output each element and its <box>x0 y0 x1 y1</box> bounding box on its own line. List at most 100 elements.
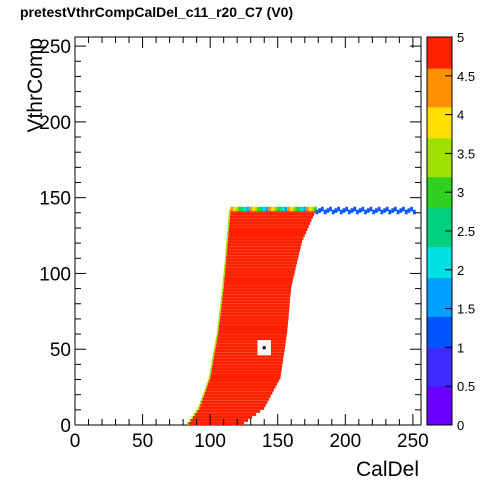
heatmap-plateau-cell <box>339 209 343 215</box>
color-scale-segment <box>427 44 452 54</box>
z-tick-label: 5 <box>457 30 464 45</box>
heatmap-edge-cell <box>220 297 223 301</box>
heatmap-row <box>230 212 315 216</box>
x-axis-ticks: 0 50 100 150 200 250 <box>70 37 429 452</box>
heatmap-edge-cell <box>208 376 211 380</box>
heatmap-fringe-cell <box>279 206 282 212</box>
heatmap-row <box>215 346 285 350</box>
heatmap-edge-cell <box>220 303 222 307</box>
heatmap-edge-cell <box>199 403 201 407</box>
heatmap-plateau-cell <box>345 206 348 212</box>
color-scale-segment <box>427 60 452 69</box>
color-scale-segment <box>427 106 452 116</box>
color-scale-segment <box>427 285 452 294</box>
heatmap-edge-cell <box>219 312 221 316</box>
y-tick-label: 0 <box>60 416 71 437</box>
y-tick-label: 150 <box>39 189 71 210</box>
heatmap-plateau-cell <box>331 209 335 215</box>
heatmap-edge-cell <box>216 331 219 334</box>
heatmap-plateau-cell <box>410 206 413 212</box>
color-scale-segment <box>427 378 452 387</box>
heatmap-row <box>228 237 304 241</box>
heatmap-plateau-cell <box>358 208 362 213</box>
heatmap-edge-cell <box>209 373 211 377</box>
heatmap-edge-cell <box>229 209 231 213</box>
color-scale-segment <box>427 409 452 418</box>
heatmap-row <box>210 373 281 377</box>
heatmap-row <box>203 394 271 398</box>
heatmap-edge-cell <box>228 215 230 219</box>
heatmap-row <box>220 309 290 313</box>
heatmap-fringe-cell <box>287 206 290 212</box>
heatmap-row <box>209 379 279 383</box>
color-scale-segment <box>427 300 452 310</box>
heatmap-plateau-cell <box>323 209 327 215</box>
heatmap-edge-cell <box>217 328 219 331</box>
color-scale-segment <box>427 293 452 302</box>
heatmap-edge-cell <box>225 249 227 253</box>
heatmap-edge-cell <box>203 391 205 395</box>
color-scale-segment <box>427 122 452 131</box>
heatmap-plateau-cell <box>375 208 378 213</box>
color-scale-segment <box>427 153 452 162</box>
heatmap-row <box>212 364 283 368</box>
color-scale-segment <box>427 355 452 364</box>
heatmap-edge-cell <box>198 406 200 410</box>
heatmap-plateau-cell <box>361 206 365 212</box>
heatmap-plateau-cell <box>412 209 416 215</box>
heatmap-plateau-cell <box>342 208 346 213</box>
heatmap-edge-cell <box>225 246 228 250</box>
color-scale-segment <box>427 238 452 248</box>
heatmap-fringe-cell <box>254 206 258 212</box>
color-scale-segment <box>427 269 452 279</box>
heatmap-plateau-cell <box>407 208 411 213</box>
heatmap-row <box>218 328 288 331</box>
heatmap-row <box>219 318 289 322</box>
heatmap-plateau-cell <box>385 206 389 212</box>
heatmap-edge-cell <box>227 228 229 231</box>
heatmap-row <box>225 267 296 271</box>
heatmap-edge-cell <box>223 267 226 271</box>
heatmap-row <box>216 340 286 344</box>
heatmap-edge-cell <box>226 237 228 241</box>
heatmap-row <box>225 261 297 265</box>
heatmap-row <box>225 270 295 274</box>
color-scale-segment <box>427 223 452 232</box>
heatmap-edge-cell <box>212 358 214 362</box>
color-scale-segment <box>427 215 452 224</box>
heatmap-fringe-cell <box>276 206 280 212</box>
heatmap-row <box>219 321 288 325</box>
color-scale-segment <box>427 200 452 209</box>
color-scale-segment <box>427 145 452 154</box>
heatmap-row <box>205 388 274 392</box>
heatmap-plateau-cell <box>329 206 332 212</box>
heatmap-plateau-cell <box>337 206 340 212</box>
heatmap-edge-cell <box>209 370 212 374</box>
heatmap-edge-cell <box>226 240 228 244</box>
heatmap-plateau-cell <box>348 209 351 215</box>
heatmap-edge-cell <box>222 282 224 286</box>
heatmap-edge-cell <box>222 279 225 283</box>
heatmap-plateau-cell <box>388 209 392 215</box>
heatmap-row <box>213 358 284 362</box>
heatmap-row <box>222 294 291 298</box>
heatmap-edge-cell <box>228 221 230 225</box>
heatmap-edge-cell <box>218 321 220 325</box>
heatmap-edge-cell <box>227 224 230 228</box>
heatmap-edge-cell <box>205 385 207 389</box>
heatmap-row <box>197 409 261 413</box>
heatmap-fringe-cell <box>273 206 277 212</box>
heatmap-edge-cell <box>202 394 204 398</box>
heatmap-edge-cell <box>227 231 229 234</box>
heatmap-edge-cell <box>222 288 224 292</box>
heatmap-edge-cell <box>215 337 218 341</box>
heatmap-edge-cell <box>228 212 231 216</box>
color-scale-segment <box>427 130 452 139</box>
heatmap-row <box>226 258 298 262</box>
color-scale-segment <box>427 347 452 356</box>
heatmap-edge-cell <box>225 255 227 259</box>
heatmap-edge-cell <box>224 264 226 268</box>
heatmap-edge-cell <box>219 309 221 313</box>
heatmap-row <box>224 279 293 283</box>
x-tick-label: 100 <box>194 431 226 452</box>
